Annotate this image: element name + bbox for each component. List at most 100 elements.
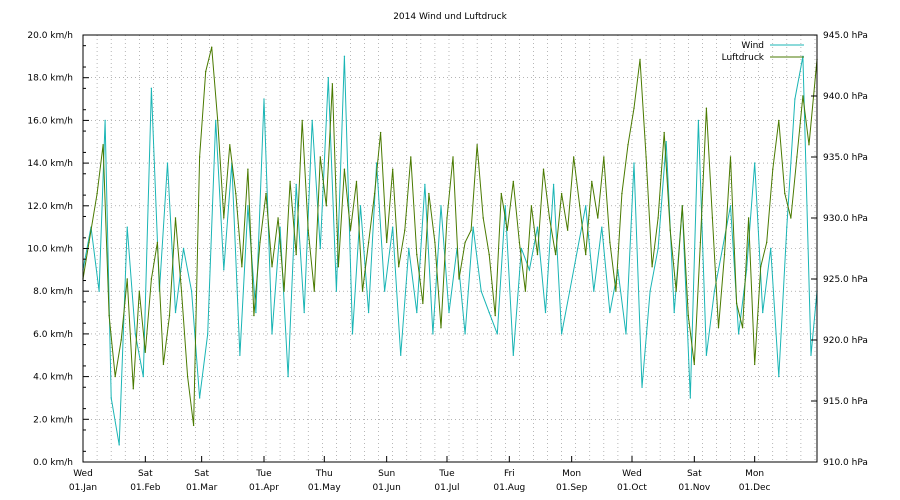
data-point-luftdruck <box>391 168 394 170</box>
data-point-wind <box>311 119 313 122</box>
data-point-wind <box>496 333 498 335</box>
data-point-luftdruck <box>717 327 720 329</box>
data-point-luftdruck <box>319 156 321 158</box>
x-tick-label-day: Tue <box>438 469 455 479</box>
data-point-luftdruck <box>301 119 303 122</box>
x-tick-label-date: 01.Sep <box>556 483 588 493</box>
data-point-wind <box>359 205 362 207</box>
data-point-wind <box>560 333 563 335</box>
data-point-wind <box>448 311 450 314</box>
grid <box>82 34 817 463</box>
legend-label: Luftdruck <box>722 53 765 63</box>
data-point-wind <box>215 119 217 122</box>
data-point-luftdruck <box>603 156 605 158</box>
y-right-tick-label: 910.0 hPa <box>823 458 868 468</box>
data-point-wind <box>609 311 611 314</box>
data-point-luftdruck <box>217 119 219 122</box>
x-tick-label-day: Sat <box>687 469 702 479</box>
y-left-tick-label: 4.0 km/h <box>33 373 73 383</box>
data-point-wind <box>770 247 772 250</box>
data-point-wind <box>198 397 201 399</box>
plot-frame <box>82 34 818 463</box>
data-point-luftdruck <box>337 266 340 268</box>
y-right-tick-label: 940.0 hPa <box>823 92 868 102</box>
series-wind <box>82 55 818 446</box>
data-point-luftdruck <box>536 253 539 256</box>
data-point-luftdruck <box>313 290 315 292</box>
data-point-luftdruck <box>428 192 430 195</box>
data-point-wind <box>206 333 209 335</box>
data-point-luftdruck <box>470 229 472 231</box>
data-point-luftdruck <box>186 375 189 378</box>
data-point-luftdruck <box>156 241 159 244</box>
data-point-luftdruck <box>410 156 412 158</box>
y-left-tick-label: 20.0 km/h <box>27 31 73 41</box>
data-point-luftdruck <box>766 241 768 244</box>
x-tick-label-day: Sat <box>138 469 153 479</box>
data-point-luftdruck <box>512 180 515 183</box>
chart-title: 2014 Wind und Luftdruck <box>393 12 507 22</box>
x-tick-label-date: 01.Apr <box>249 483 279 493</box>
x-tick-label-day: Wed <box>73 469 93 479</box>
data-point-wind <box>295 183 297 186</box>
data-point-wind <box>472 226 474 228</box>
x-tick-label-day: Mon <box>745 469 764 479</box>
data-point-luftdruck <box>753 363 756 366</box>
y-left-tick-label: 18.0 km/h <box>27 74 73 84</box>
data-point-luftdruck <box>120 339 122 341</box>
data-point-luftdruck <box>808 144 810 146</box>
x-tick-label-date: 01.Feb <box>130 483 161 493</box>
x-tick-label-day: Sun <box>378 469 395 479</box>
data-point-luftdruck <box>669 229 671 231</box>
data-point-luftdruck <box>790 217 792 219</box>
x-tick-label-date: 01.Dec <box>739 483 771 493</box>
data-point-wind <box>118 444 120 446</box>
data-point-luftdruck <box>741 327 744 329</box>
y-left-tick-label: 2.0 km/h <box>33 415 73 425</box>
data-point-luftdruck <box>579 205 581 207</box>
data-point-wind <box>166 162 169 164</box>
data-point-luftdruck <box>404 229 406 231</box>
data-point-luftdruck <box>416 253 418 256</box>
data-point-wind <box>239 354 241 356</box>
data-point-luftdruck <box>747 217 750 219</box>
data-point-luftdruck <box>585 253 587 256</box>
data-point-wind <box>150 87 153 90</box>
data-point-wind <box>601 226 603 228</box>
data-point-luftdruck <box>367 241 370 244</box>
data-point-luftdruck <box>174 217 177 219</box>
data-point-luftdruck <box>102 144 104 146</box>
data-point-wind <box>625 333 627 335</box>
data-point-luftdruck <box>198 156 201 158</box>
data-point-luftdruck <box>162 363 165 366</box>
x-tick-label-day: Tue <box>255 469 272 479</box>
data-point-luftdruck <box>96 192 98 195</box>
data-point-luftdruck <box>633 107 635 109</box>
data-point-luftdruck <box>778 119 780 122</box>
data-point-wind <box>673 311 675 314</box>
data-point-wind <box>778 375 780 378</box>
data-point-luftdruck <box>211 46 213 48</box>
y-right-tick-label: 915.0 hPa <box>823 397 868 407</box>
x-tick-label-date: 01.Aug <box>493 483 525 493</box>
series-line-luftdruck <box>82 47 818 426</box>
y-right-tick-label: 945.0 hPa <box>823 31 868 41</box>
data-point-wind <box>287 375 289 378</box>
data-point-wind <box>319 247 321 250</box>
data-point-luftdruck <box>735 302 738 305</box>
axes: 0.0 km/h 2.0 km/h 4.0 km/h 6.0 km/h 8.0 km/h… <box>27 31 868 493</box>
data-point-luftdruck <box>126 278 128 280</box>
data-point-luftdruck <box>265 192 267 195</box>
data-point-wind <box>737 333 740 335</box>
data-point-luftdruck <box>325 205 328 207</box>
y-right-tick-label: 925.0 hPa <box>823 275 868 285</box>
data-point-wind <box>247 205 249 207</box>
data-point-luftdruck <box>693 363 696 366</box>
data-point-luftdruck <box>639 58 641 61</box>
data-point-wind <box>432 333 434 335</box>
data-point-wind <box>375 162 378 164</box>
data-point-luftdruck <box>247 168 249 170</box>
data-point-luftdruck <box>241 266 243 268</box>
data-point-wind <box>585 205 587 207</box>
data-point-luftdruck <box>440 327 442 329</box>
